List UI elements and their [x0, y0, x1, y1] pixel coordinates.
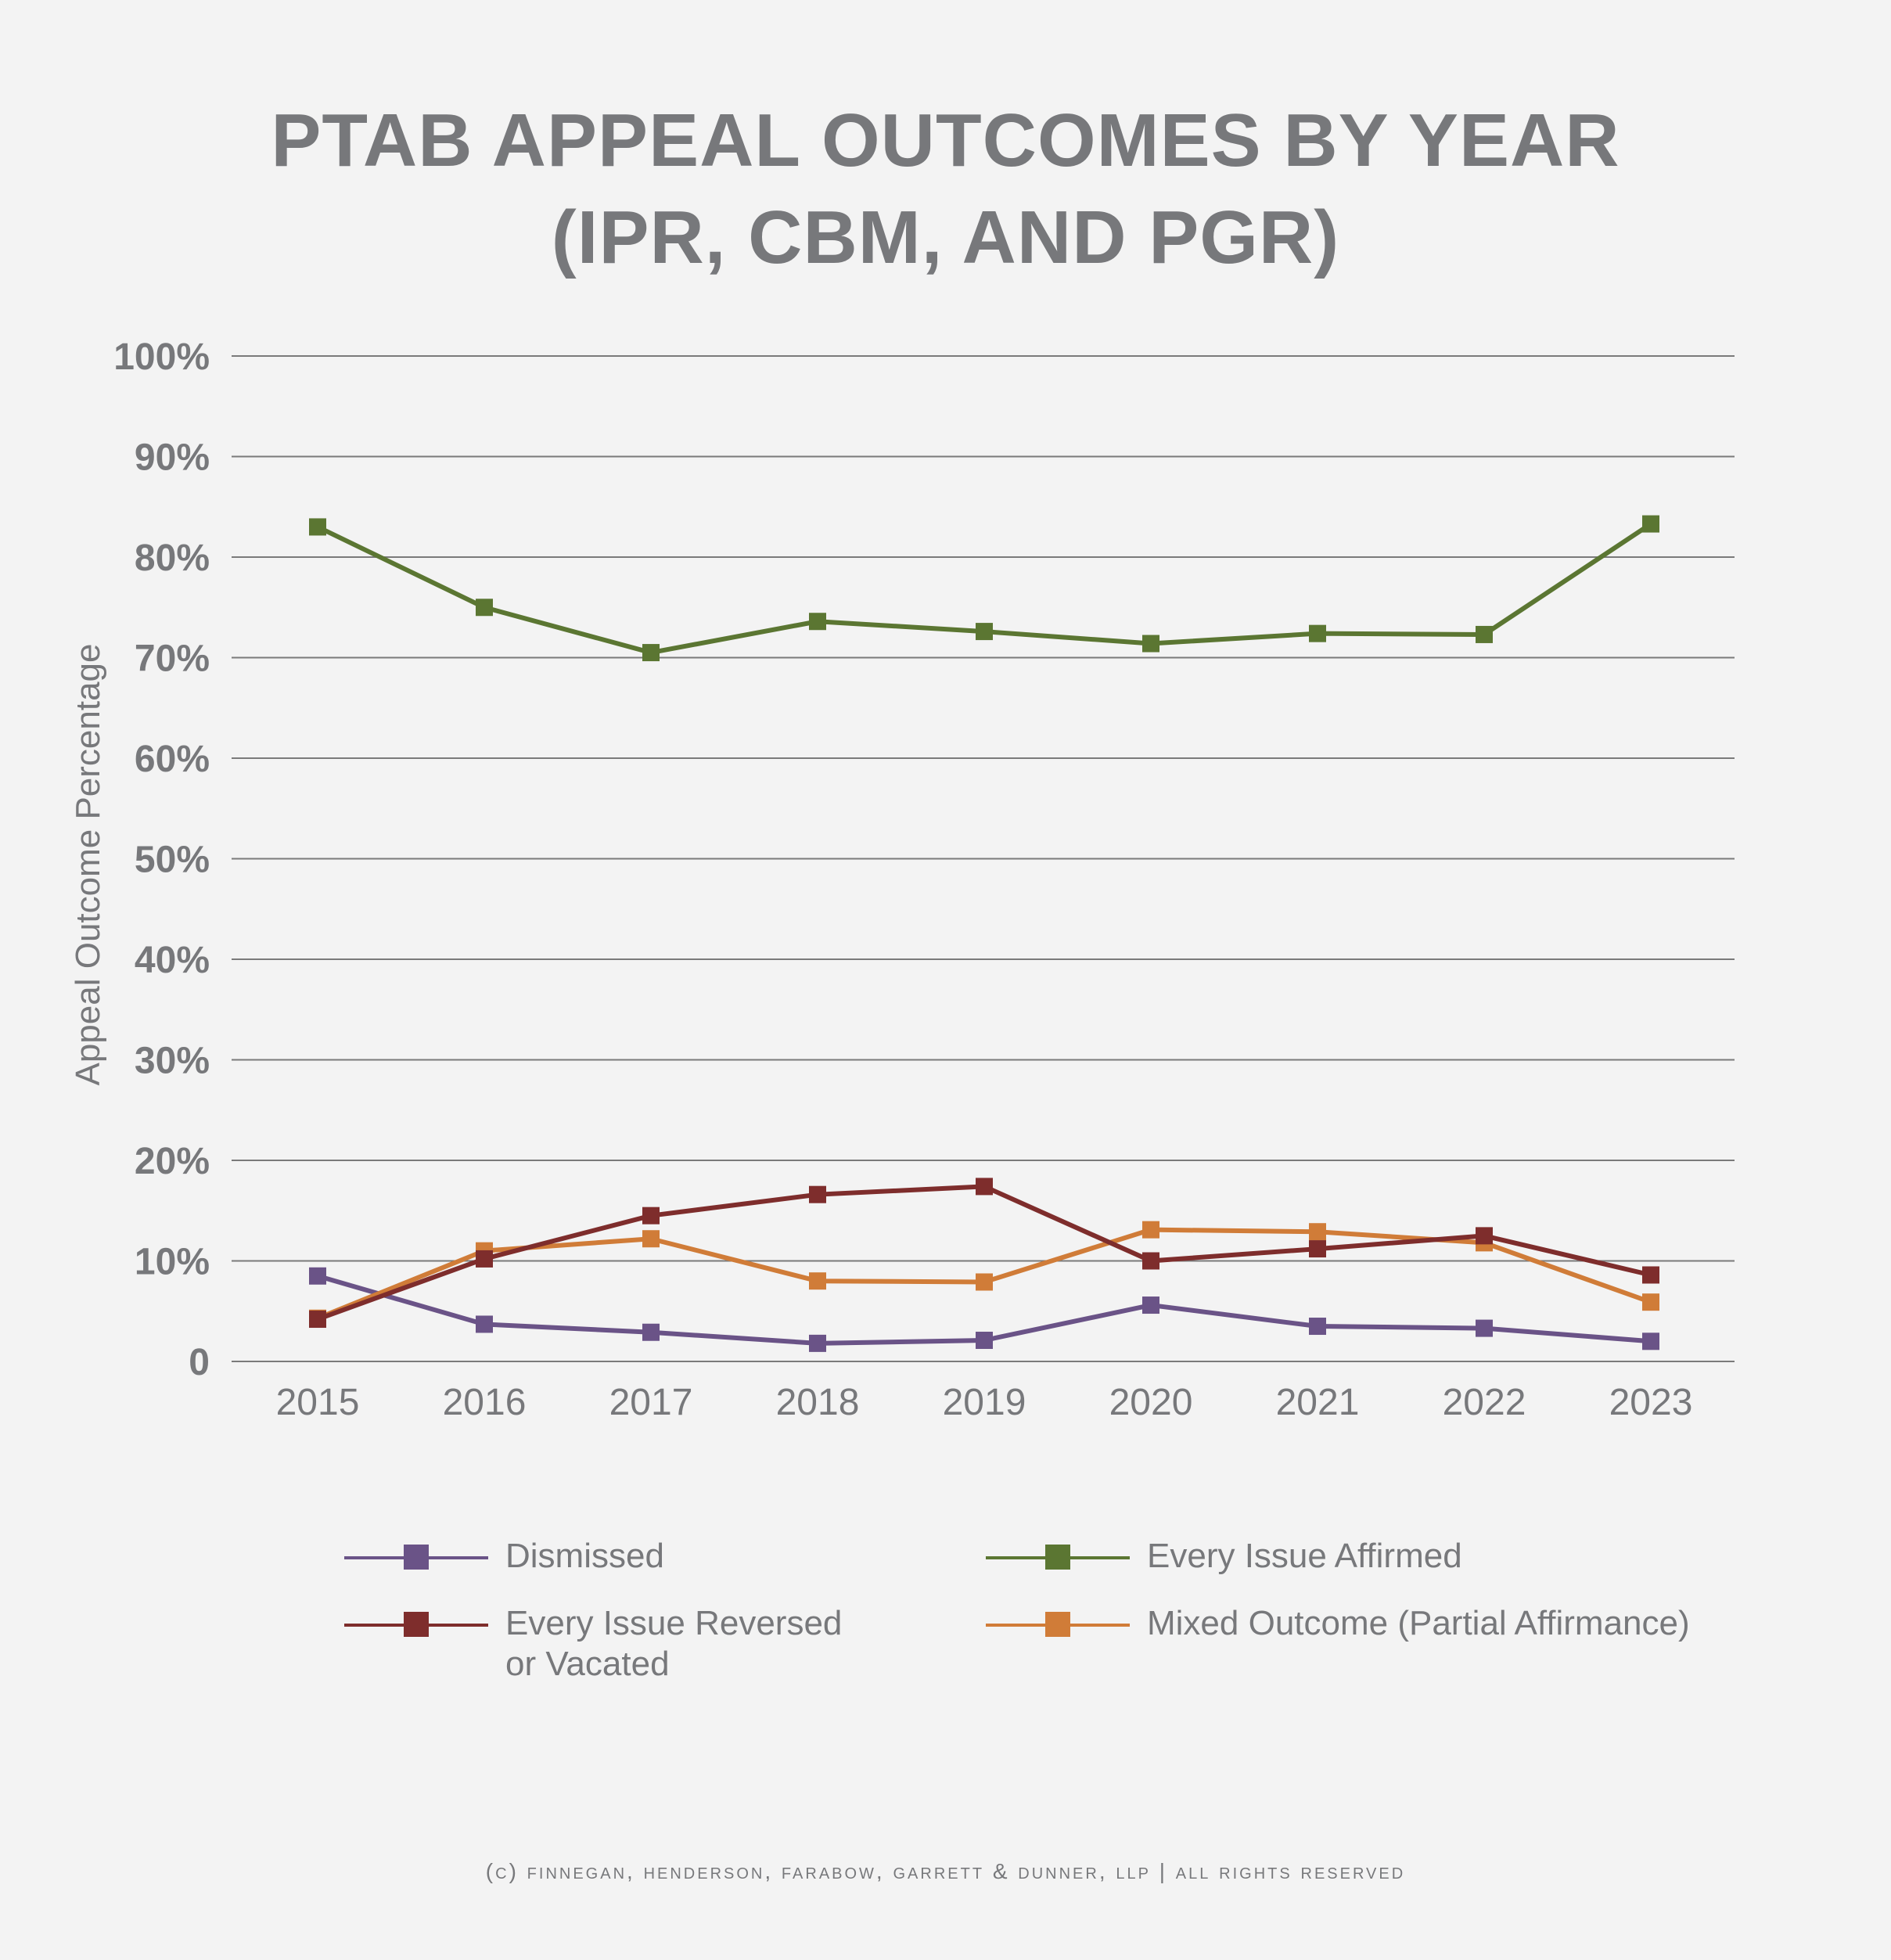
y-tick-label: 50% [135, 840, 210, 881]
data-point-every-issue-reversed-or-vacated [1642, 1266, 1659, 1284]
data-point-dismissed [976, 1332, 993, 1350]
series-line-every-issue-reversed-or-vacated [316, 1184, 1652, 1322]
data-point-dismissed [642, 1323, 660, 1341]
data-point-every-issue-affirmed [1476, 625, 1493, 643]
legend-swatch-every-issue-affirmed [986, 1541, 1130, 1573]
copyright-footer: (c) finnegan, henderson, farabow, garret… [485, 1859, 1406, 1883]
y-axis-label: Appeal Outcome Percentage [69, 643, 107, 1085]
data-point-mixed-outcome-partial-affirmance [976, 1273, 993, 1291]
legend-item-every-issue-reversed: Every Issue Reversed or Vacated [344, 1604, 842, 1685]
data-point-every-issue-reversed-or-vacated [1309, 1240, 1326, 1258]
legend-label-every-issue-affirmed: Every Issue Affirmed [1147, 1537, 1462, 1575]
y-tick-label: 40% [135, 940, 210, 981]
data-point-every-issue-affirmed [976, 623, 993, 641]
legend-label-dismissed: Dismissed [505, 1537, 664, 1575]
data-point-dismissed [1142, 1296, 1159, 1314]
data-point-mixed-outcome-partial-affirmance [642, 1230, 660, 1248]
y-tick-label: 10% [135, 1242, 210, 1283]
y-tick-label: 80% [135, 538, 210, 579]
x-tick-label: 2019 [943, 1382, 1026, 1423]
y-tick-label: 100% [113, 336, 210, 378]
data-point-every-issue-affirmed [476, 599, 493, 617]
data-point-every-issue-reversed-or-vacated [1142, 1252, 1159, 1270]
data-point-dismissed [1642, 1332, 1659, 1350]
data-point-every-issue-affirmed [1142, 635, 1159, 653]
y-tick-label: 0 [189, 1342, 210, 1383]
data-point-dismissed [476, 1315, 493, 1333]
data-point-every-issue-reversed-or-vacated [642, 1207, 660, 1225]
data-point-mixed-outcome-partial-affirmance [809, 1272, 826, 1290]
series-every-issue-affirmed [309, 515, 1659, 662]
y-tick-label: 20% [135, 1141, 210, 1182]
x-tick-label: 2020 [1109, 1382, 1193, 1423]
data-point-every-issue-reversed-or-vacated [476, 1250, 493, 1268]
data-point-dismissed [1476, 1319, 1493, 1337]
data-point-every-issue-affirmed [1642, 515, 1659, 533]
chart-title-line2: (IPR, CBM, AND PGR) [551, 196, 1340, 279]
data-point-every-issue-affirmed [1309, 624, 1326, 642]
y-axis-ticks: 0 10% 20% 30% 40% 50% 60% 70% 80% 90% 100% [113, 336, 210, 1383]
legend-label-every-issue-reversed: Every Issue Reversed or Vacated [505, 1604, 843, 1683]
legend: Dismissed Every Issue Affirmed Every Iss… [344, 1537, 1815, 1698]
y-tick-label: 70% [135, 638, 210, 680]
y-tick-label: 30% [135, 1041, 210, 1082]
legend-item-mixed-outcome: Mixed Outcome (Partial Affirmance) [986, 1604, 1690, 1644]
data-point-every-issue-affirmed [809, 613, 826, 631]
x-tick-label: 2015 [276, 1382, 360, 1423]
chart-title: PTAB APPEAL OUTCOMES BY YEAR (IPR, CBM, … [0, 92, 1891, 286]
chart-title-line1: PTAB APPEAL OUTCOMES BY YEAR [271, 99, 1620, 182]
data-point-every-issue-reversed-or-vacated [309, 1311, 326, 1329]
data-point-mixed-outcome-partial-affirmance [1142, 1221, 1159, 1239]
gridlines [232, 355, 1735, 1362]
legend-item-every-issue-affirmed: Every Issue Affirmed [986, 1537, 1462, 1577]
legend-item-dismissed: Dismissed [344, 1537, 664, 1577]
data-point-every-issue-reversed-or-vacated [976, 1178, 993, 1196]
data-point-every-issue-affirmed [642, 644, 660, 662]
x-tick-label: 2018 [776, 1382, 860, 1423]
line-chart: 010%20%30%40%50%60%70%80%90%100% 2015 201… [69, 336, 1735, 1423]
data-point-every-issue-reversed-or-vacated [809, 1185, 826, 1203]
series-every-issue-reversed-or-vacated [309, 1178, 1659, 1329]
x-tick-label: 2022 [1443, 1382, 1526, 1423]
data-point-mixed-outcome-partial-affirmance [1309, 1223, 1326, 1241]
legend-swatch-mixed-outcome [986, 1609, 1130, 1640]
y-tick-label: 90% [135, 437, 210, 479]
data-point-every-issue-reversed-or-vacated [1476, 1227, 1493, 1245]
data-point-every-issue-affirmed [309, 518, 326, 536]
x-tick-label: 2017 [609, 1382, 693, 1423]
series-dismissed [309, 1267, 1659, 1352]
x-tick-label: 2016 [443, 1382, 527, 1423]
legend-label-mixed-outcome: Mixed Outcome (Partial Affirmance) [1147, 1604, 1690, 1642]
data-point-dismissed [309, 1267, 326, 1285]
data-series [309, 515, 1659, 1352]
data-point-dismissed [809, 1334, 826, 1352]
data-point-dismissed [1309, 1318, 1326, 1336]
x-axis-ticks: 2015 2016 2017 2018 2019 2020 2021 2022 2023 [276, 1382, 1693, 1423]
legend-swatch-every-issue-reversed [344, 1609, 488, 1640]
y-tick-label: 60% [135, 739, 210, 780]
data-point-mixed-outcome-partial-affirmance [1642, 1293, 1659, 1311]
x-tick-label: 2023 [1609, 1382, 1693, 1423]
x-tick-label: 2021 [1276, 1382, 1360, 1423]
legend-swatch-dismissed [344, 1541, 488, 1573]
